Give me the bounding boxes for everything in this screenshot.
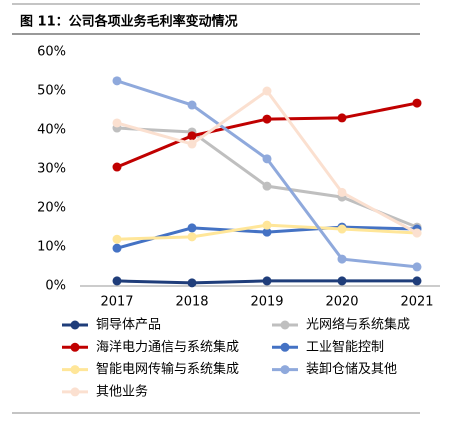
y-tick-label: 30% [37,162,66,177]
legend-label: 铜导体产品 [96,318,161,333]
point [187,131,197,141]
point [337,276,347,286]
legend-marker [70,365,80,375]
x-tick-label: 2018 [175,295,208,310]
legend-label: 工业智能控制 [306,340,384,355]
point [187,139,197,149]
y-tick-label: 10% [37,240,66,255]
point [112,234,122,244]
point [112,162,122,172]
y-tick-label: 20% [37,201,66,216]
legend-marker [280,320,290,330]
legend-marker [70,342,80,352]
legend-marker [70,387,80,397]
legend-marker [70,320,80,330]
point [262,181,272,191]
point [262,114,272,124]
y-tick-label: 60% [37,45,66,60]
point [112,76,122,86]
point [262,276,272,286]
legend-label: 装卸仓储及其他 [306,361,397,377]
point [262,220,272,230]
legend-label: 其他业务 [96,383,148,399]
x-tick-label: 2020 [325,295,358,310]
point [337,224,347,234]
point [412,228,422,238]
point [337,187,347,197]
point [262,86,272,96]
legend-marker [280,365,290,375]
legend-label: 海洋电力通信与系统集成 [96,339,239,355]
point [112,118,122,128]
point [337,113,347,123]
chart-title: 图 11：公司各项业务毛利率变动情况 [20,14,238,30]
point [337,254,347,264]
x-tick-label: 2017 [100,295,133,310]
y-tick-label: 0% [45,279,66,294]
point [187,223,197,233]
legend-marker [280,342,290,352]
x-tick-label: 2021 [400,295,433,310]
point [412,262,422,272]
legend-label: 智能电网传输与系统集成 [96,361,239,377]
point [187,232,197,242]
point [187,100,197,110]
y-tick-label: 50% [37,84,66,99]
point [112,276,122,286]
series-line [116,126,418,229]
point [187,278,197,288]
point [412,276,422,286]
legend-label: 光网络与系统集成 [306,317,410,333]
point [412,98,422,108]
point [262,154,272,164]
point [112,243,122,253]
y-tick-label: 40% [37,123,66,138]
point [262,227,272,237]
x-tick-label: 2019 [250,295,283,310]
